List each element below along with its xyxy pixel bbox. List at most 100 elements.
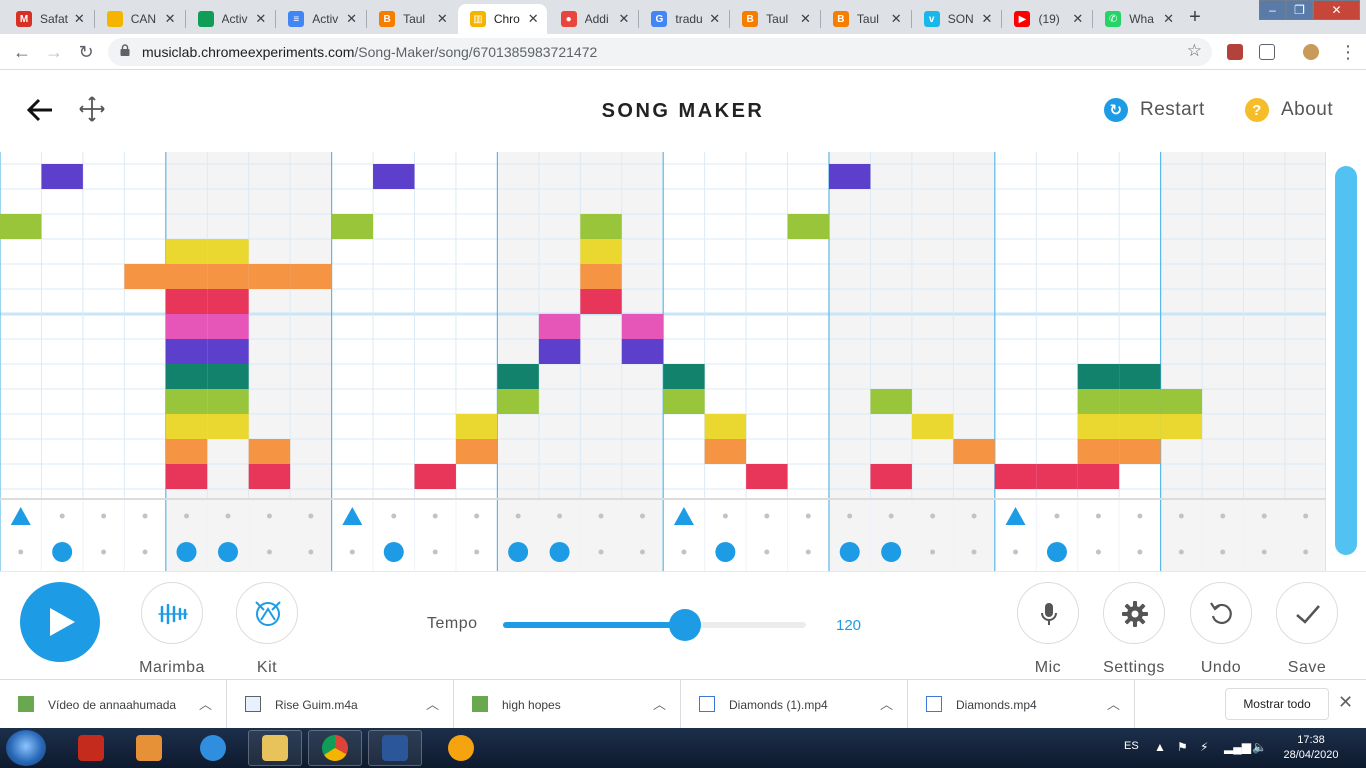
rhythm-empty-dot[interactable]: [764, 549, 770, 555]
browser-tab[interactable]: B Taul ✕: [821, 4, 910, 34]
settings-button[interactable]: Settings: [1103, 582, 1165, 676]
download-item[interactable]: Rise Guim.m4a ︿: [227, 680, 454, 729]
tab-close-icon[interactable]: ✕: [709, 11, 721, 26]
close-icon[interactable]: ✕: [1338, 692, 1354, 712]
volume-icon[interactable]: 🔈: [1252, 740, 1267, 754]
melody-note[interactable]: [165, 439, 208, 464]
taskbar-document[interactable]: [368, 730, 422, 766]
melody-note[interactable]: [1077, 389, 1120, 414]
rhythm-empty-dot[interactable]: [971, 513, 977, 519]
chevron-up-icon[interactable]: ︿: [879, 697, 893, 712]
reload-icon[interactable]: ↻: [78, 42, 94, 62]
rhythm-empty-dot[interactable]: [184, 513, 190, 519]
melody-note[interactable]: [455, 439, 498, 464]
taskbar-internet-explorer[interactable]: [186, 730, 240, 766]
melody-note[interactable]: [663, 364, 705, 389]
melody-note[interactable]: [538, 314, 581, 339]
back-icon[interactable]: ←: [13, 42, 31, 62]
save-button[interactable]: Save: [1276, 582, 1338, 676]
melody-note[interactable]: [1119, 389, 1161, 414]
rhythm-empty-dot[interactable]: [1303, 549, 1309, 555]
melody-note[interactable]: [207, 389, 249, 414]
chevron-up-icon[interactable]: ︿: [652, 697, 666, 712]
melody-note[interactable]: [497, 389, 539, 414]
melody-note[interactable]: [704, 439, 747, 464]
tab-close-icon[interactable]: ✕: [800, 11, 811, 26]
download-item[interactable]: Diamonds.mp4 ︿: [908, 680, 1135, 729]
melody-note[interactable]: [207, 289, 249, 314]
rhythm-empty-dot[interactable]: [1054, 513, 1060, 519]
rhythm-empty-dot[interactable]: [18, 549, 24, 555]
tab-close-icon[interactable]: ✕: [436, 11, 448, 26]
instrument-button[interactable]: Marimba: [139, 582, 204, 676]
melody-note[interactable]: [207, 264, 249, 289]
tab-close-icon[interactable]: ✕: [981, 11, 993, 26]
rhythm-empty-dot[interactable]: [1261, 513, 1267, 519]
melody-note[interactable]: [538, 339, 581, 364]
melody-grid[interactable]: [0, 152, 1326, 500]
windows-start-button[interactable]: [6, 730, 46, 766]
rhythm-empty-dot[interactable]: [557, 513, 563, 519]
action-center-flag-icon[interactable]: ⚑: [1177, 740, 1188, 754]
browser-tab[interactable]: v SON ✕: [912, 4, 1001, 34]
rhythm-empty-dot[interactable]: [1013, 549, 1019, 555]
browser-tab[interactable]: ▶ (19) ✕: [1002, 4, 1091, 34]
rhythm-empty-dot[interactable]: [432, 513, 438, 519]
melody-note[interactable]: [994, 464, 1037, 489]
melody-note[interactable]: [1119, 414, 1161, 439]
rhythm-circle-note[interactable]: [52, 542, 73, 562]
melody-note[interactable]: [124, 264, 166, 289]
melody-note[interactable]: [870, 464, 912, 489]
melody-note[interactable]: [207, 364, 249, 389]
melody-note[interactable]: [1160, 414, 1203, 439]
bookmark-star-icon[interactable]: ☆: [1186, 41, 1202, 60]
chevron-up-icon[interactable]: ︿: [425, 697, 439, 712]
melody-note[interactable]: [746, 464, 788, 489]
rhythm-empty-dot[interactable]: [308, 549, 314, 555]
melody-note[interactable]: [621, 339, 664, 364]
rhythm-grid[interactable]: [0, 500, 1326, 571]
rhythm-empty-dot[interactable]: [1137, 513, 1143, 519]
browser-tab[interactable]: ≡ Activ ✕: [276, 4, 365, 34]
browser-tab[interactable]: M Safat ✕: [4, 4, 93, 34]
melody-note[interactable]: [704, 414, 747, 439]
browser-tab[interactable]: Activ ✕: [186, 4, 275, 34]
close-window-button[interactable]: ✕: [1313, 0, 1360, 20]
rhythm-empty-dot[interactable]: [142, 549, 148, 555]
rhythm-empty-dot[interactable]: [101, 549, 107, 555]
rhythm-triangle-note[interactable]: [1005, 507, 1026, 525]
rhythm-empty-dot[interactable]: [349, 549, 355, 555]
melody-note[interactable]: [248, 439, 291, 464]
tab-close-icon[interactable]: ✕: [618, 11, 630, 26]
tab-close-icon[interactable]: ✕: [73, 11, 85, 26]
rhythm-empty-dot[interactable]: [474, 549, 480, 555]
melody-note[interactable]: [207, 414, 249, 439]
tab-close-icon[interactable]: ✕: [1072, 11, 1084, 26]
power-plug-icon[interactable]: ⚡: [1200, 740, 1209, 754]
rhythm-empty-dot[interactable]: [888, 513, 894, 519]
melody-note[interactable]: [497, 364, 539, 389]
melody-note[interactable]: [207, 339, 249, 364]
melody-note[interactable]: [207, 239, 249, 264]
rhythm-empty-dot[interactable]: [1095, 513, 1101, 519]
browser-tab[interactable]: B Taul ✕: [367, 4, 456, 34]
rhythm-empty-dot[interactable]: [805, 549, 811, 555]
rhythm-empty-dot[interactable]: [1220, 549, 1226, 555]
chevron-up-icon[interactable]: ︿: [1106, 697, 1120, 712]
maximize-button[interactable]: ❐: [1286, 0, 1313, 20]
rhythm-circle-note[interactable]: [839, 542, 860, 562]
melody-note[interactable]: [455, 414, 498, 439]
rhythm-triangle-note[interactable]: [673, 507, 694, 525]
melody-note[interactable]: [870, 389, 912, 414]
tab-close-icon[interactable]: ✕: [890, 11, 902, 26]
melody-note[interactable]: [1160, 389, 1203, 414]
melody-note[interactable]: [829, 164, 871, 189]
rhythm-empty-dot[interactable]: [1303, 513, 1309, 519]
melody-note[interactable]: [165, 389, 208, 414]
rhythm-empty-dot[interactable]: [308, 513, 314, 519]
system-clock[interactable]: 17:38 28/04/2020: [1276, 733, 1346, 763]
rhythm-circle-note[interactable]: [383, 542, 404, 562]
rhythm-empty-dot[interactable]: [639, 549, 645, 555]
rhythm-circle-note[interactable]: [1046, 542, 1067, 562]
